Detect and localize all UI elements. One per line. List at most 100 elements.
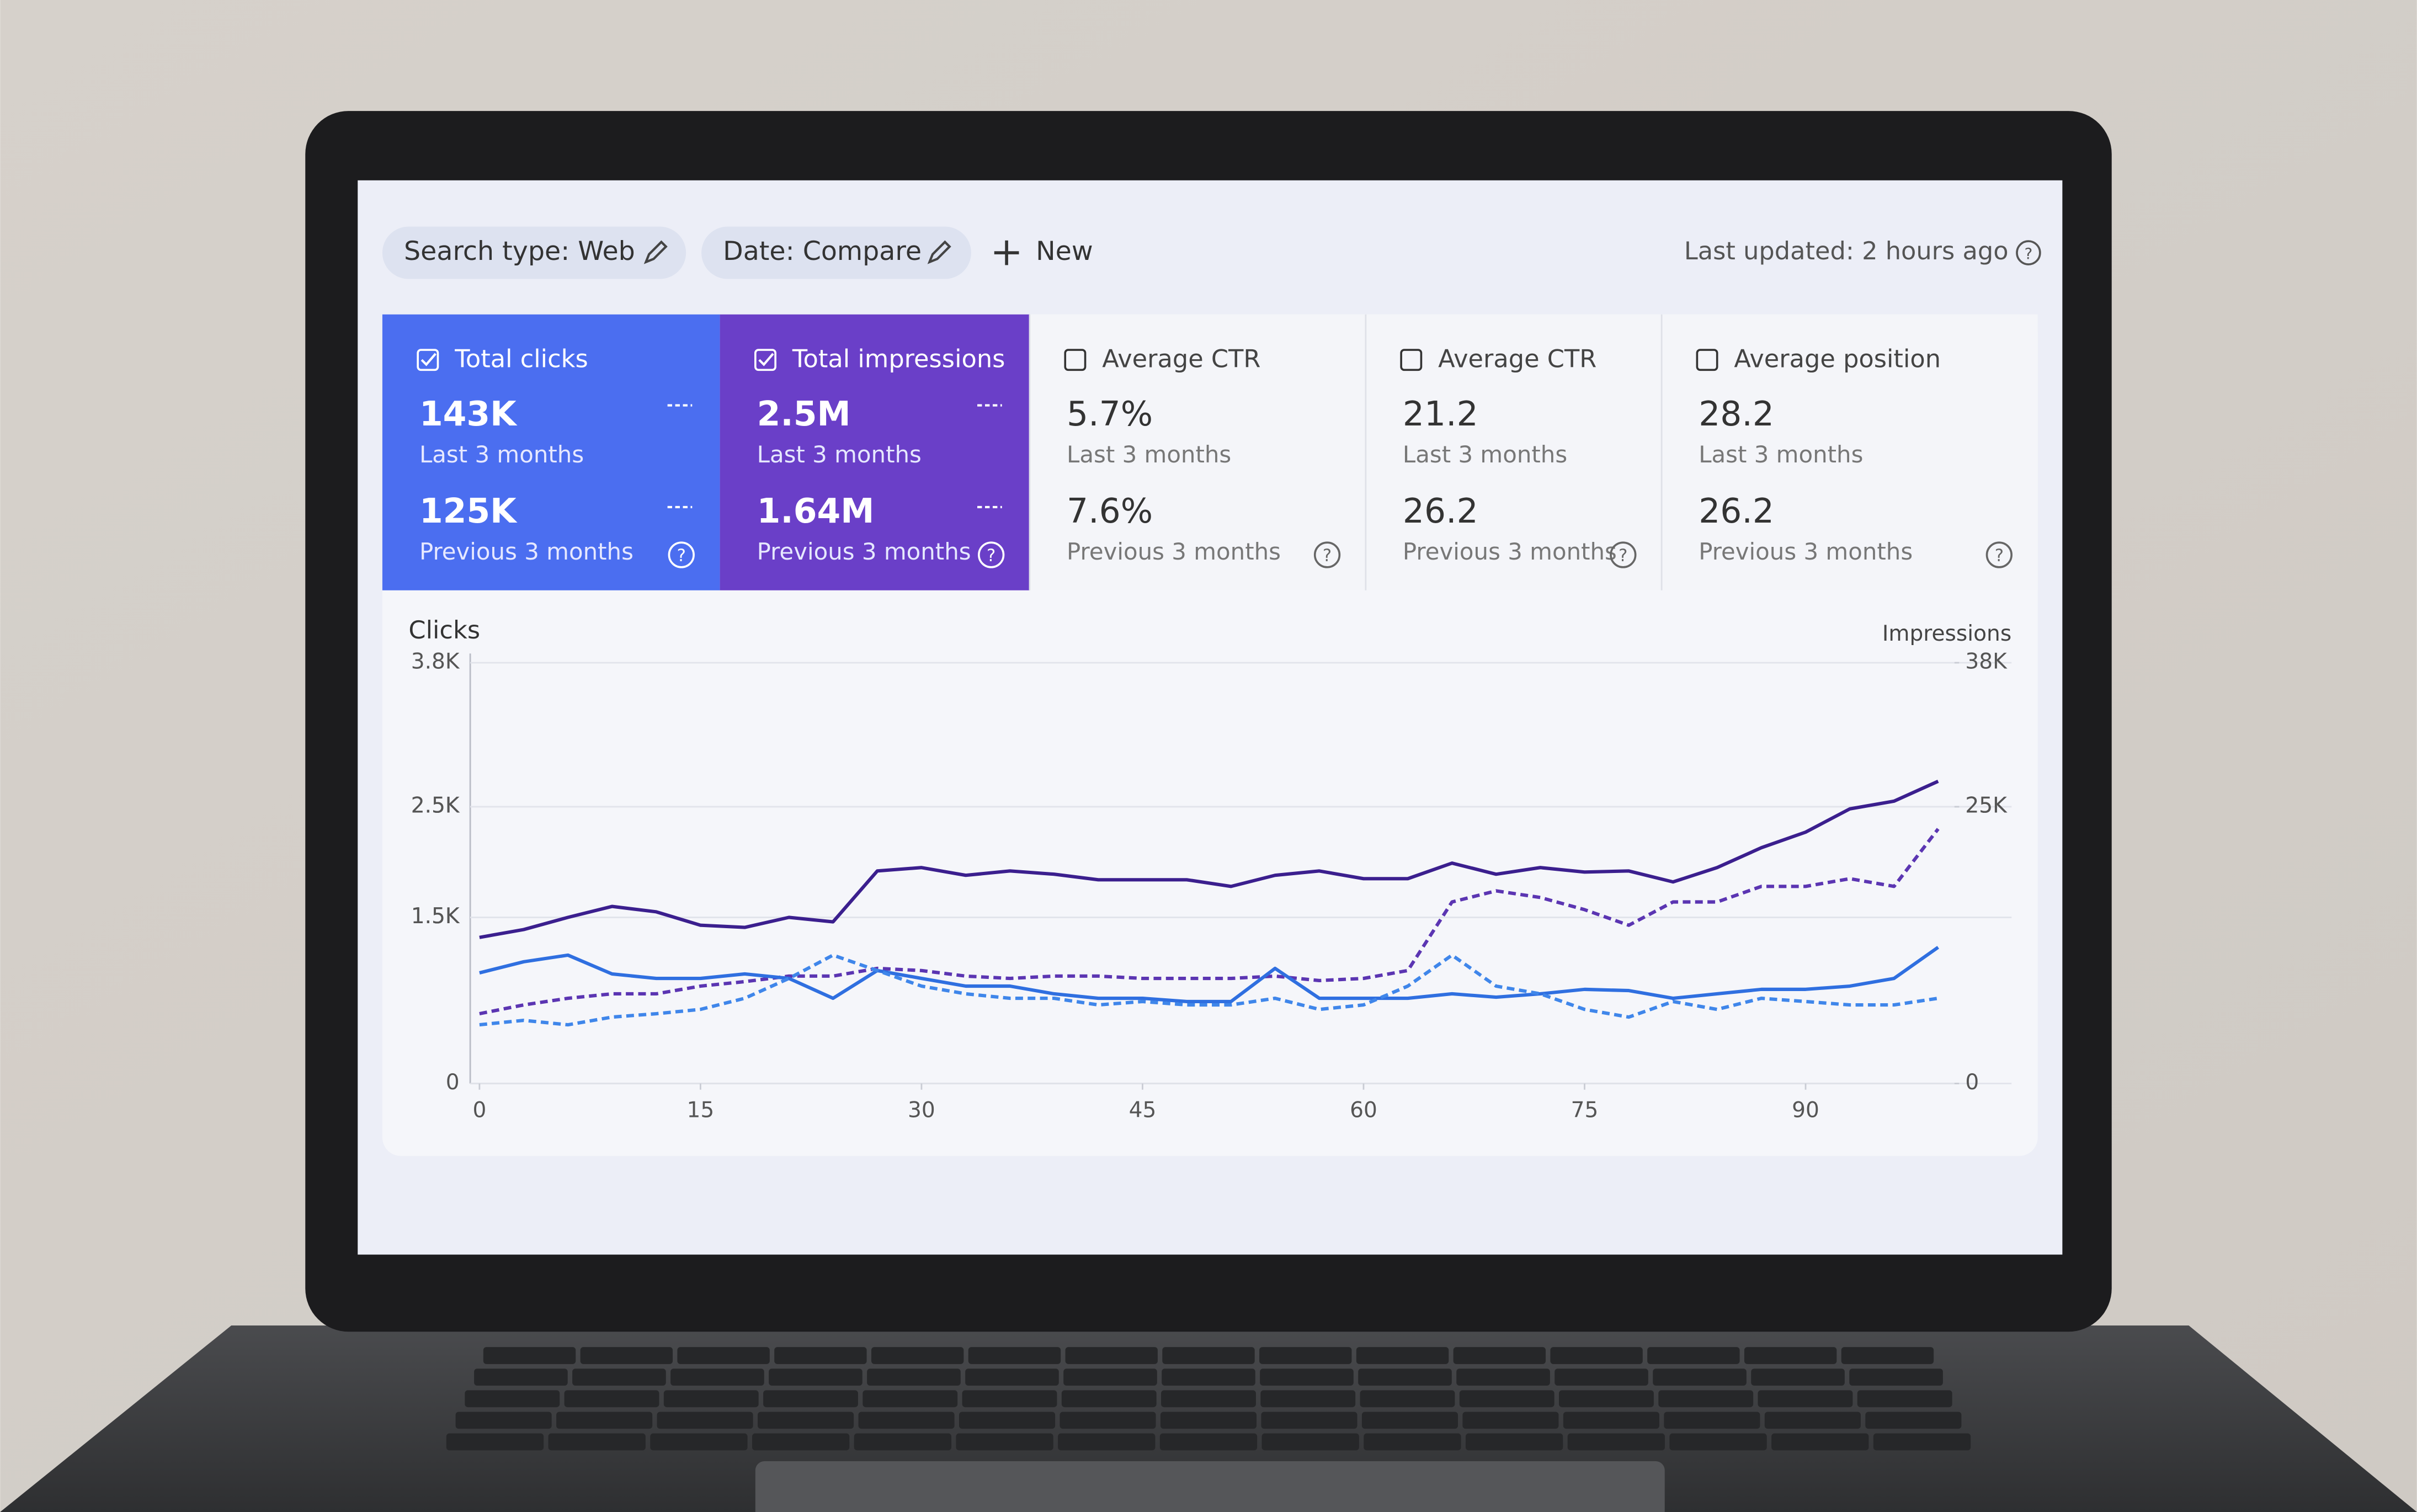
current-value: 5.7% bbox=[1067, 395, 1153, 434]
keyboard bbox=[446, 1347, 1971, 1451]
key bbox=[1744, 1347, 1837, 1364]
current-period: Last 3 months bbox=[1067, 441, 1231, 468]
key bbox=[1764, 1412, 1861, 1429]
key bbox=[1465, 1433, 1563, 1451]
card-bg bbox=[720, 314, 1030, 590]
key bbox=[1841, 1347, 1934, 1364]
key bbox=[474, 1369, 568, 1386]
key bbox=[1063, 1369, 1157, 1386]
key bbox=[455, 1412, 552, 1429]
checkmark bbox=[758, 353, 774, 366]
metric-card[interactable]: Average CTR 5.7% Last 3 months 7.6% Previous… bbox=[1029, 314, 1366, 590]
key bbox=[556, 1412, 653, 1429]
previous-period: Previous 3 months bbox=[1699, 538, 1913, 565]
current-value: 28.2 bbox=[1699, 395, 1774, 434]
previous-period: Previous 3 months bbox=[419, 538, 633, 565]
card-label: Average position bbox=[1734, 345, 1941, 374]
key bbox=[1162, 1347, 1255, 1364]
key bbox=[1459, 1390, 1554, 1408]
help-glyph: ? bbox=[677, 546, 686, 566]
key bbox=[1653, 1369, 1747, 1386]
checkbox[interactable] bbox=[754, 349, 776, 371]
help-icon[interactable] bbox=[1313, 541, 1341, 568]
previous-value: 125K bbox=[419, 492, 518, 531]
card-bg bbox=[1365, 314, 1662, 590]
metric-card[interactable]: Total impressions 2.5M Last 3 months 1.64M P… bbox=[720, 314, 1030, 590]
key bbox=[1065, 1347, 1158, 1364]
current-period: Last 3 months bbox=[757, 441, 922, 468]
key bbox=[1159, 1433, 1258, 1451]
x-tick-label: 30 bbox=[908, 1098, 935, 1122]
x-tick-label: 75 bbox=[1571, 1098, 1599, 1122]
series-line bbox=[479, 828, 1940, 1016]
plus-icon bbox=[994, 240, 1019, 265]
y-tick-label: 1.5K bbox=[411, 904, 460, 929]
key bbox=[1061, 1390, 1157, 1408]
metric-card[interactable]: Total clicks 143K Last 3 months 125K Previou… bbox=[382, 314, 720, 590]
key bbox=[863, 1390, 958, 1408]
key bbox=[1771, 1433, 1869, 1451]
help-icon[interactable] bbox=[1610, 541, 1637, 568]
help-icon[interactable] bbox=[668, 541, 695, 568]
key bbox=[1550, 1347, 1643, 1364]
previous-value: 7.6% bbox=[1067, 492, 1153, 531]
metric-card[interactable]: Average CTR 21.2 Last 3 months 26.2 Previous… bbox=[1365, 314, 1662, 590]
key bbox=[1554, 1369, 1648, 1386]
series-line bbox=[479, 780, 1939, 939]
filter-label: Date: Compare bbox=[723, 236, 922, 267]
key bbox=[965, 1369, 1059, 1386]
y2-tick-label: 25K bbox=[1965, 793, 2008, 818]
help-icon[interactable] bbox=[2016, 240, 2041, 265]
y-axis-title: Clicks bbox=[408, 616, 480, 645]
filter-pill[interactable] bbox=[382, 226, 686, 279]
key bbox=[1453, 1347, 1546, 1364]
previous-value: 1.64M bbox=[757, 492, 875, 531]
key bbox=[1456, 1369, 1550, 1386]
metric-cards: Total clicks 143K Last 3 months 125K Previou… bbox=[382, 314, 2038, 590]
checkbox[interactable] bbox=[417, 349, 439, 371]
key bbox=[774, 1347, 867, 1364]
metric-card[interactable]: Average position 28.2 Last 3 months 26.2 Pre… bbox=[1660, 314, 2038, 590]
key bbox=[752, 1433, 850, 1451]
key bbox=[858, 1412, 955, 1429]
key bbox=[968, 1347, 1061, 1364]
current-period: Last 3 months bbox=[419, 441, 584, 468]
y-tick-label: 0 bbox=[446, 1070, 460, 1095]
card-label: Average CTR bbox=[1438, 345, 1596, 374]
trackpad bbox=[755, 1461, 1665, 1512]
key bbox=[1260, 1369, 1354, 1386]
checkbox[interactable] bbox=[1400, 349, 1423, 371]
current-period: Last 3 months bbox=[1699, 441, 1863, 468]
key bbox=[1647, 1347, 1740, 1364]
key bbox=[670, 1369, 764, 1386]
current-value: 2.5M bbox=[757, 395, 851, 434]
edit-icon bbox=[643, 240, 668, 264]
key bbox=[854, 1433, 952, 1451]
chart: Clicks Impressions 01.5K1.5K2.5K2.5K3.8K… bbox=[408, 616, 2012, 1122]
checkbox[interactable] bbox=[1064, 349, 1087, 371]
help-icon[interactable] bbox=[1985, 541, 2013, 568]
filter-label: Search type: Web bbox=[404, 236, 635, 267]
previous-value: 26.2 bbox=[1699, 492, 1774, 531]
x-tick-label: 60 bbox=[1350, 1098, 1377, 1122]
key bbox=[1261, 1412, 1357, 1429]
filter-pill[interactable] bbox=[701, 226, 971, 279]
key bbox=[572, 1369, 666, 1386]
help-glyph: ? bbox=[1995, 546, 2004, 566]
key bbox=[956, 1433, 1053, 1451]
x-tick-label: 45 bbox=[1129, 1098, 1157, 1122]
key bbox=[677, 1347, 770, 1364]
key bbox=[1664, 1412, 1760, 1429]
new-button[interactable]: New bbox=[1036, 236, 1093, 267]
key bbox=[959, 1412, 1056, 1429]
key bbox=[1751, 1369, 1845, 1386]
card-label: Total impressions bbox=[792, 345, 1005, 374]
help-icon[interactable] bbox=[978, 541, 1005, 568]
checkbox[interactable] bbox=[1696, 349, 1718, 371]
series-line bbox=[479, 946, 1940, 1004]
key bbox=[657, 1412, 753, 1429]
key bbox=[1058, 1433, 1156, 1451]
previous-period: Previous 3 months bbox=[1403, 538, 1617, 565]
help-glyph: ? bbox=[987, 546, 995, 566]
